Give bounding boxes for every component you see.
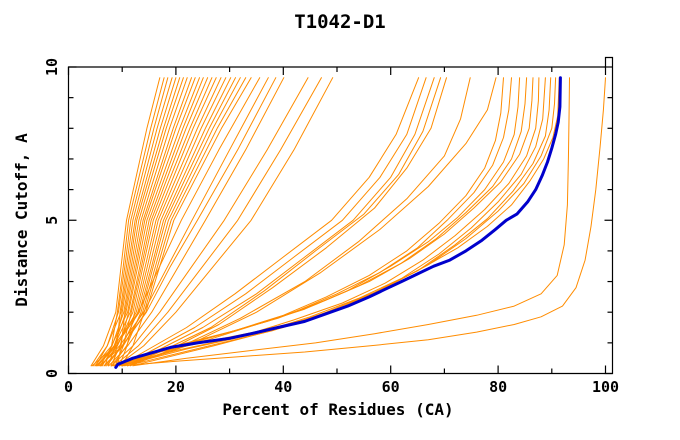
model-curve [90,77,161,367]
highlighted-model-curve [114,76,562,369]
x-tick-label: 0 [64,378,73,396]
y-tick-label: 10 [43,58,61,76]
model-curve [119,77,420,367]
y-tick-label: 0 [43,369,61,378]
plot-area: 0 20 40 60 80 100 0 5 10 [43,56,619,396]
x-axis-label: Percent of Residues (CA) [222,400,453,419]
model-curve [116,77,188,367]
model-curve [91,77,232,367]
model-curve [124,77,435,367]
x-tick-label: 80 [489,378,507,396]
model-curve [100,77,269,367]
model-curve [92,77,177,367]
model-curve [100,77,213,367]
chart-title: T1042-D1 [294,11,386,33]
model-curve [104,77,277,367]
model-curve [127,77,497,367]
y-tick-label: 5 [43,216,61,225]
model-curve [129,77,447,367]
model-curve [95,77,261,367]
model-curve [108,77,285,367]
model-curve [127,77,442,367]
model-curve [121,77,534,365]
x-tick-label: 40 [274,378,292,396]
plot-frame [67,56,614,375]
model-curve [127,77,546,365]
x-tick-label: 100 [592,378,619,396]
model-curve [116,77,521,367]
model-curve [121,77,606,367]
y-axis-label: Distance Cutoff, A [12,133,31,307]
model-curve [121,77,427,367]
model-curve [96,77,222,367]
model-curve [121,77,471,367]
model-curve [132,77,570,367]
model-curve [113,77,322,367]
x-tick-label: 20 [167,378,185,396]
model-curve [94,77,196,367]
model-curve [116,77,334,367]
model-curve [111,77,236,367]
x-tick-label: 60 [382,378,400,396]
model-curve [124,77,540,365]
model-curve [111,77,309,367]
